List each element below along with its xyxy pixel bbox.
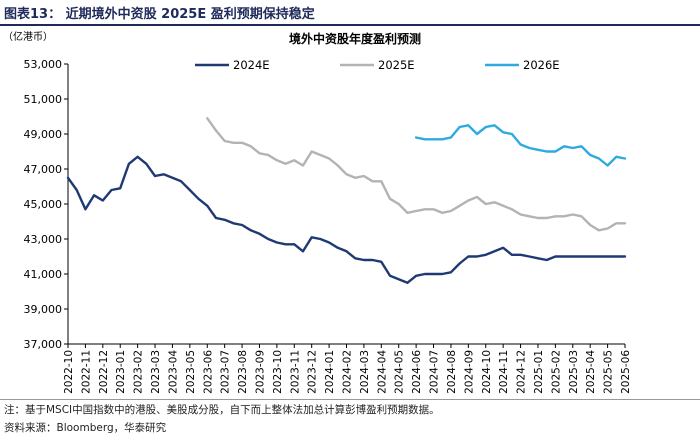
figure-notes: 注：基于MSCI中国指数中的港股、美股成分股，自下而上整体法加总计算彭博盈利预期… <box>4 401 694 437</box>
y-tick-label: 37,000 <box>24 338 63 351</box>
x-tick-label: 2023-07 <box>220 350 232 394</box>
legend-label-2024E: 2024E <box>233 58 270 72</box>
source-text: 资料来源：Bloomberg，华泰研究 <box>4 422 167 434</box>
x-tick-label: 2023-01 <box>115 350 127 394</box>
y-tick-label: 51,000 <box>24 93 63 106</box>
series-layer <box>66 117 627 284</box>
x-tick-label: 2024-12 <box>516 350 528 394</box>
header-rule <box>0 24 700 26</box>
series-line-2025E <box>206 117 627 232</box>
x-tick-label: 2023-04 <box>167 350 179 394</box>
line-chart: 境外中资股年度盈利预测 （亿港币） 2024E 2025E 2026E 37,000… <box>3 30 632 394</box>
x-tick-label: 2024-08 <box>446 350 458 394</box>
figure-caption: 图表13： 近期境外中资股 2025E 盈利预期保持稳定 <box>4 7 315 22</box>
x-tick-label: 2024-09 <box>463 350 475 394</box>
y-axis-unit: （亿港币） <box>3 30 53 43</box>
x-tick-label: 2023-08 <box>237 350 249 394</box>
x-tick-label: 2024-10 <box>481 350 493 394</box>
y-tick-label: 43,000 <box>24 233 63 246</box>
x-tick-label: 2023-11 <box>289 350 301 394</box>
x-tick-label: 2024-11 <box>498 350 510 394</box>
x-tick-label: 2023-12 <box>307 350 319 394</box>
x-tick-label: 2023-09 <box>254 350 266 394</box>
x-tick-label: 2024-06 <box>411 350 423 394</box>
x-tick-label: 2023-02 <box>133 350 145 394</box>
y-tick-label: 53,000 <box>24 58 63 71</box>
legend-label-2025E: 2025E <box>378 58 415 72</box>
y-axis: 37,000 39,000 41,000 43,000 45,000 47,000 49,0… <box>24 58 69 351</box>
x-tick-label: 2024-04 <box>376 350 388 394</box>
series-line-2026E <box>414 124 627 167</box>
x-tick-label: 2024-01 <box>324 350 336 394</box>
x-tick-label: 2022-12 <box>98 350 110 394</box>
x-tick-label: 2024-03 <box>359 350 371 394</box>
figure-header: 图表13： 近期境外中资股 2025E 盈利预期保持稳定 <box>0 0 700 26</box>
x-tick-label: 2025-06 <box>620 350 632 394</box>
footer-rule <box>0 399 700 400</box>
x-axis: 2022-10 2022-11 2022-12 2023-01 2023-02 2023-… <box>63 343 632 394</box>
x-tick-label: 2023-03 <box>150 350 162 394</box>
x-tick-label: 2025-02 <box>550 350 562 394</box>
chart-title: 境外中资股年度盈利预测 <box>289 31 421 46</box>
x-tick-label: 2023-06 <box>202 350 214 394</box>
x-tick-label: 2025-01 <box>533 350 545 394</box>
x-tick-label: 2022-11 <box>80 350 92 394</box>
y-tick-label: 49,000 <box>24 128 63 141</box>
note-text: 注：基于MSCI中国指数中的港股、美股成分股，自下而上整体法加总计算彭博盈利预期… <box>4 404 440 416</box>
y-tick-label: 41,000 <box>24 268 63 281</box>
y-tick-label: 45,000 <box>24 198 63 211</box>
x-tick-label: 2024-02 <box>342 350 354 394</box>
x-tick-label: 2023-05 <box>185 350 197 394</box>
x-tick-label: 2025-05 <box>603 350 615 394</box>
x-tick-label: 2023-10 <box>272 350 284 394</box>
y-tick-label: 47,000 <box>24 163 63 176</box>
legend: 2024E 2025E 2026E <box>195 58 560 72</box>
x-tick-label: 2025-03 <box>568 350 580 394</box>
y-tick-label: 39,000 <box>24 303 63 316</box>
legend-label-2026E: 2026E <box>523 58 560 72</box>
series-line-2024E <box>66 155 627 284</box>
x-tick-label: 2024-07 <box>429 350 441 394</box>
x-tick-label: 2024-05 <box>394 350 406 394</box>
x-tick-label: 2025-04 <box>585 350 597 394</box>
x-tick-label: 2022-10 <box>63 350 75 394</box>
